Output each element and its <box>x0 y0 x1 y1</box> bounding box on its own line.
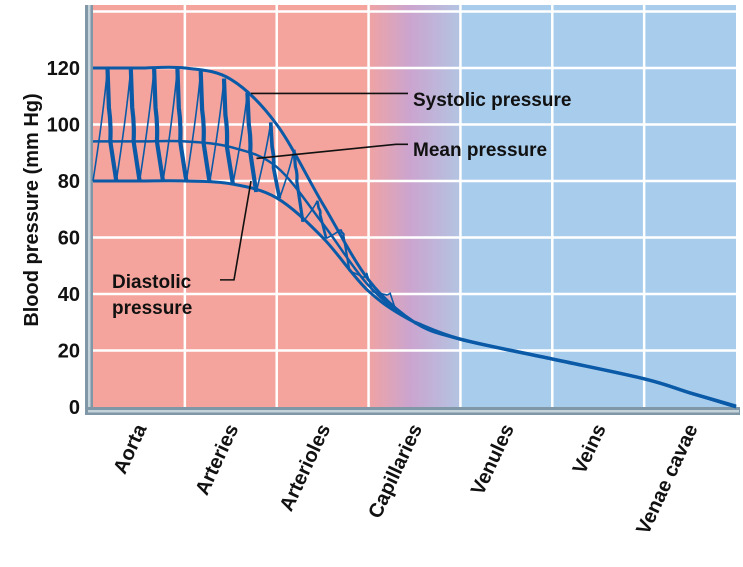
pulse-downstroke <box>339 229 351 272</box>
pulse-downstroke <box>386 292 397 312</box>
annotation-systolic: Systolic pressure <box>413 90 571 111</box>
x-category-label: Arterioles <box>276 421 335 515</box>
pressure-series <box>92 65 737 409</box>
leader-diastolic <box>220 180 252 281</box>
y-tick-labels: 0 20 40 60 80 100 120 <box>47 58 80 419</box>
x-category-label: Veins <box>569 421 611 478</box>
annotation-mean: Mean pressure <box>413 140 547 161</box>
x-category-label: Arteries <box>191 421 243 499</box>
region-capillary <box>368 5 461 407</box>
region-arterial <box>93 5 369 407</box>
y-tick-label: 60 <box>58 228 80 250</box>
x-category-label: Aorta <box>109 420 151 477</box>
y-tick-label: 40 <box>58 284 80 306</box>
y-tick-label: 20 <box>58 341 80 363</box>
annotation-diastolic-line2: pressure <box>112 298 192 319</box>
leader-mean <box>256 143 408 160</box>
y-tick-label: 120 <box>47 58 80 80</box>
y-tick-label: 100 <box>47 115 80 137</box>
x-category-labels: Aorta Arteries Arterioles Capillaries Venule… <box>109 420 702 538</box>
region-venous <box>460 5 736 407</box>
pulse-downstroke <box>315 200 328 239</box>
y-tick-label: 80 <box>58 171 80 193</box>
region-backgrounds <box>93 5 736 407</box>
y-axis-label: Blood pressure (mm Hg) <box>21 93 43 326</box>
pulse-downstroke <box>292 149 305 223</box>
annotation-leaders <box>220 92 408 281</box>
y-tick-label: 0 <box>69 397 80 419</box>
x-category-label: Venae cavae <box>632 421 702 538</box>
x-category-label: Venules <box>467 421 519 499</box>
gridlines <box>93 5 736 407</box>
annotation-diastolic-line1: Diastolic <box>112 272 192 293</box>
x-axis-bar-highlight <box>88 410 739 413</box>
y-axis-bar-highlight <box>88 5 91 411</box>
axis-frame <box>85 5 740 415</box>
x-category-label: Capillaries <box>364 421 427 522</box>
series-venous-return <box>413 320 737 408</box>
